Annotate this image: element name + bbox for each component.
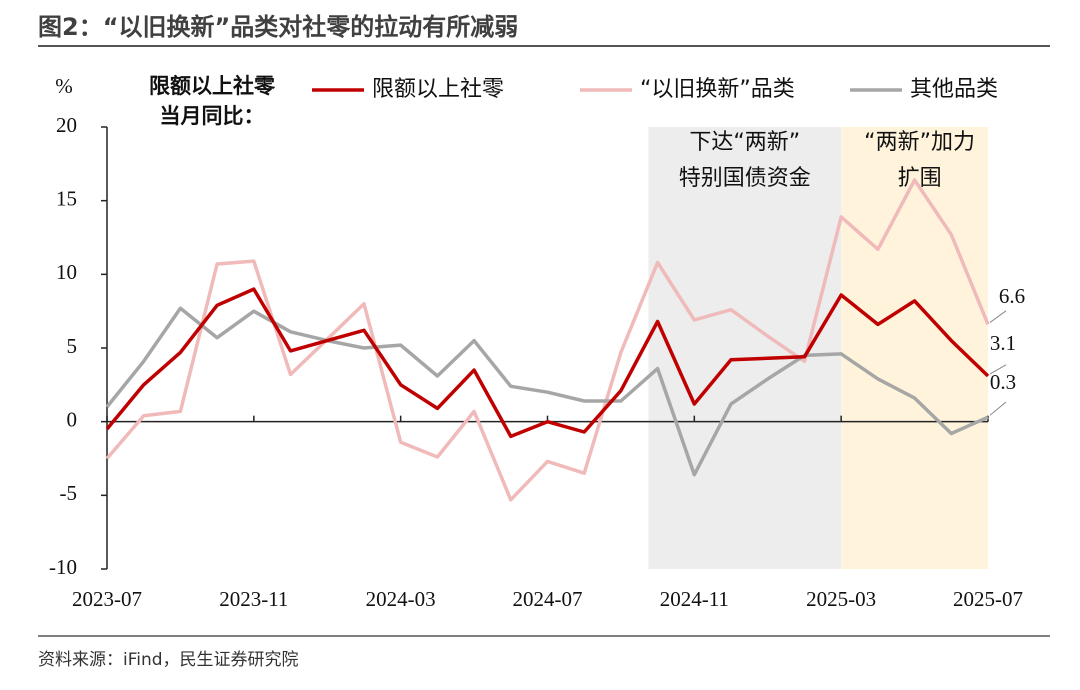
region-label: “两新”加力 <box>864 130 975 155</box>
y-tick-label: 20 <box>56 113 77 137</box>
plot: 下达“两新”特别国债资金“两新”加力扩围-10-505101520%2023-0… <box>49 74 1025 611</box>
y-axis-label: % <box>55 74 73 98</box>
region-label: 特别国债资金 <box>679 166 811 191</box>
y-tick-label: 5 <box>67 334 78 358</box>
x-tick-label: 2024-07 <box>513 587 583 611</box>
y-tick-label: 10 <box>56 260 77 284</box>
leader-line <box>989 310 1007 323</box>
x-tick-label: 2024-11 <box>660 587 729 611</box>
x-tick-label: 2023-11 <box>219 587 288 611</box>
data-label: 3.1 <box>990 331 1016 355</box>
y-tick-label: 0 <box>67 407 78 431</box>
source: 资料来源：iFind，民生证券研究院 <box>38 650 299 670</box>
chart-title: 图2：“以旧换新”品类对社零的拉动有所减弱 <box>38 13 518 41</box>
x-tick-label: 2024-03 <box>366 587 436 611</box>
series-line <box>105 178 990 502</box>
leader-line <box>989 401 1007 416</box>
series-line <box>105 306 989 477</box>
y-tick-label: -10 <box>49 555 77 579</box>
legend-title: 限额以上社零 <box>149 74 276 98</box>
x-tick-label: 2025-07 <box>953 587 1023 611</box>
shaded-region <box>841 127 988 569</box>
data-label: 6.6 <box>999 284 1025 308</box>
data-label: 0.3 <box>990 370 1016 394</box>
shaded-region <box>648 127 842 569</box>
y-tick-label: 15 <box>56 186 77 210</box>
y-tick-label: -5 <box>60 481 78 505</box>
leader-line <box>989 364 1007 375</box>
legend-title: 当月同比： <box>160 104 265 128</box>
legend-label: 限额以上社零 <box>372 77 504 102</box>
x-tick-label: 2023-07 <box>72 587 142 611</box>
region-label: 下达“两新” <box>689 130 800 155</box>
series-line <box>105 287 990 439</box>
legend-label: 其他品类 <box>910 77 998 102</box>
legend-label: “以旧换新”品类 <box>640 77 795 102</box>
x-tick-label: 2025-03 <box>806 587 876 611</box>
